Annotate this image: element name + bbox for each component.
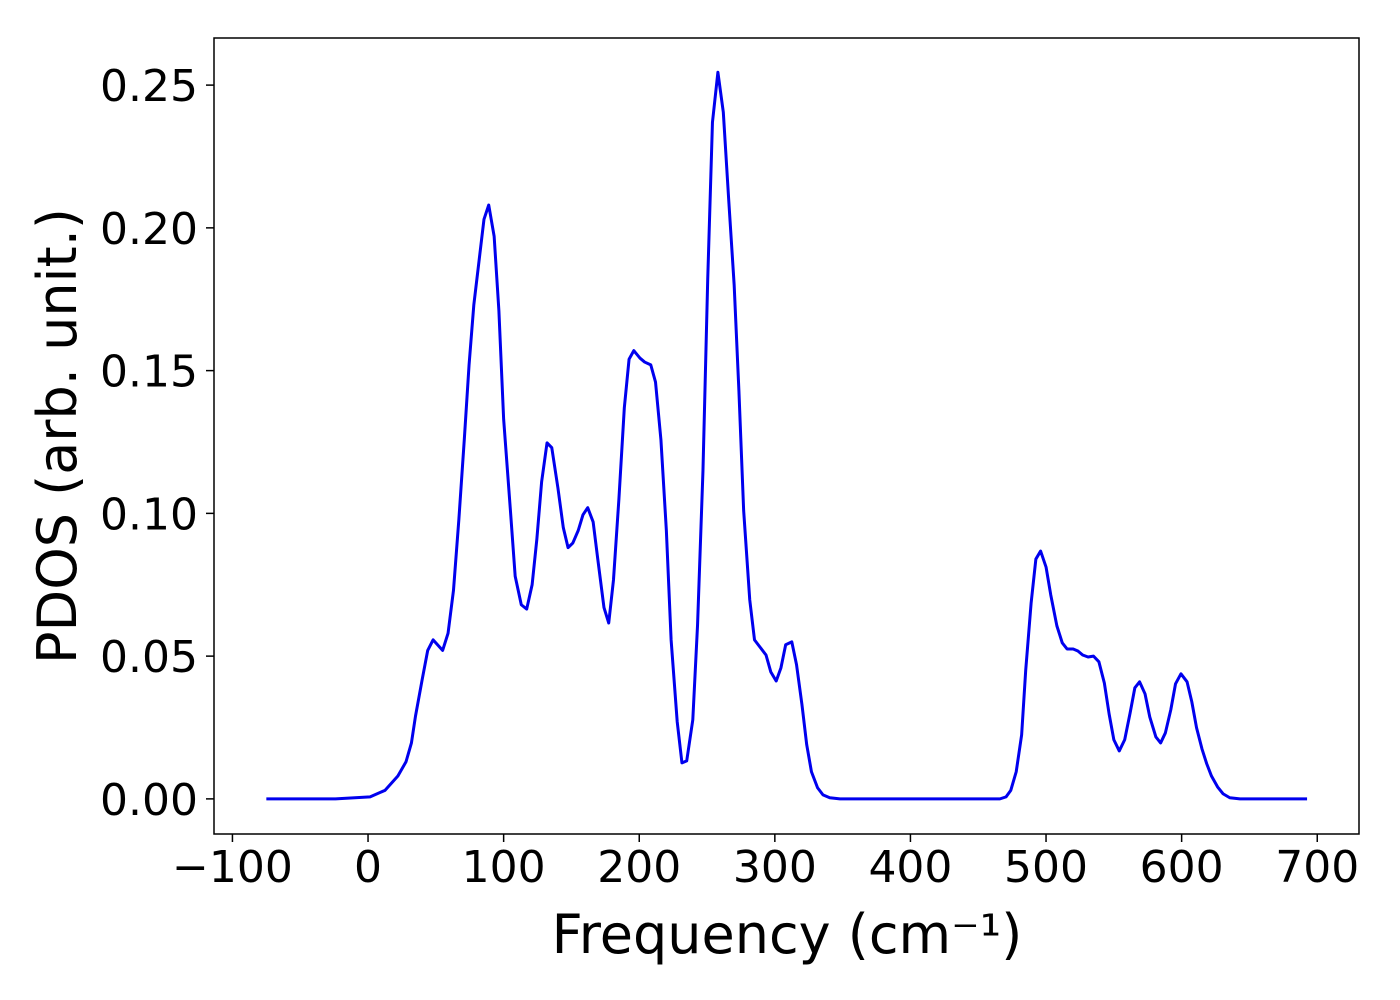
x-tick-label: 700 (1275, 842, 1359, 893)
x-tick-label: 200 (597, 842, 681, 893)
x-tick-label: 0 (354, 842, 382, 893)
y-tick-label: 0.10 (100, 489, 198, 540)
x-tick-label: 500 (1004, 842, 1088, 893)
plot-frame (213, 37, 1360, 835)
y-tick-label: 0.00 (100, 775, 198, 826)
x-tick-label: −100 (172, 842, 293, 893)
x-tick-label: 400 (868, 842, 952, 893)
y-tick-label: 0.05 (100, 632, 198, 683)
x-tick-label: 100 (462, 842, 546, 893)
y-tick-label: 0.25 (100, 61, 198, 112)
line (266, 70, 1308, 801)
y-tick-label: 0.20 (100, 204, 198, 255)
x-tick-label: 600 (1140, 842, 1224, 893)
x-axis-label: Frequency (cm⁻¹) (552, 903, 1023, 966)
y-tick-label: 0.15 (100, 347, 198, 398)
x-tick-label: 300 (733, 842, 817, 893)
y-axis-label: PDOS (arb. unit.) (26, 208, 89, 664)
